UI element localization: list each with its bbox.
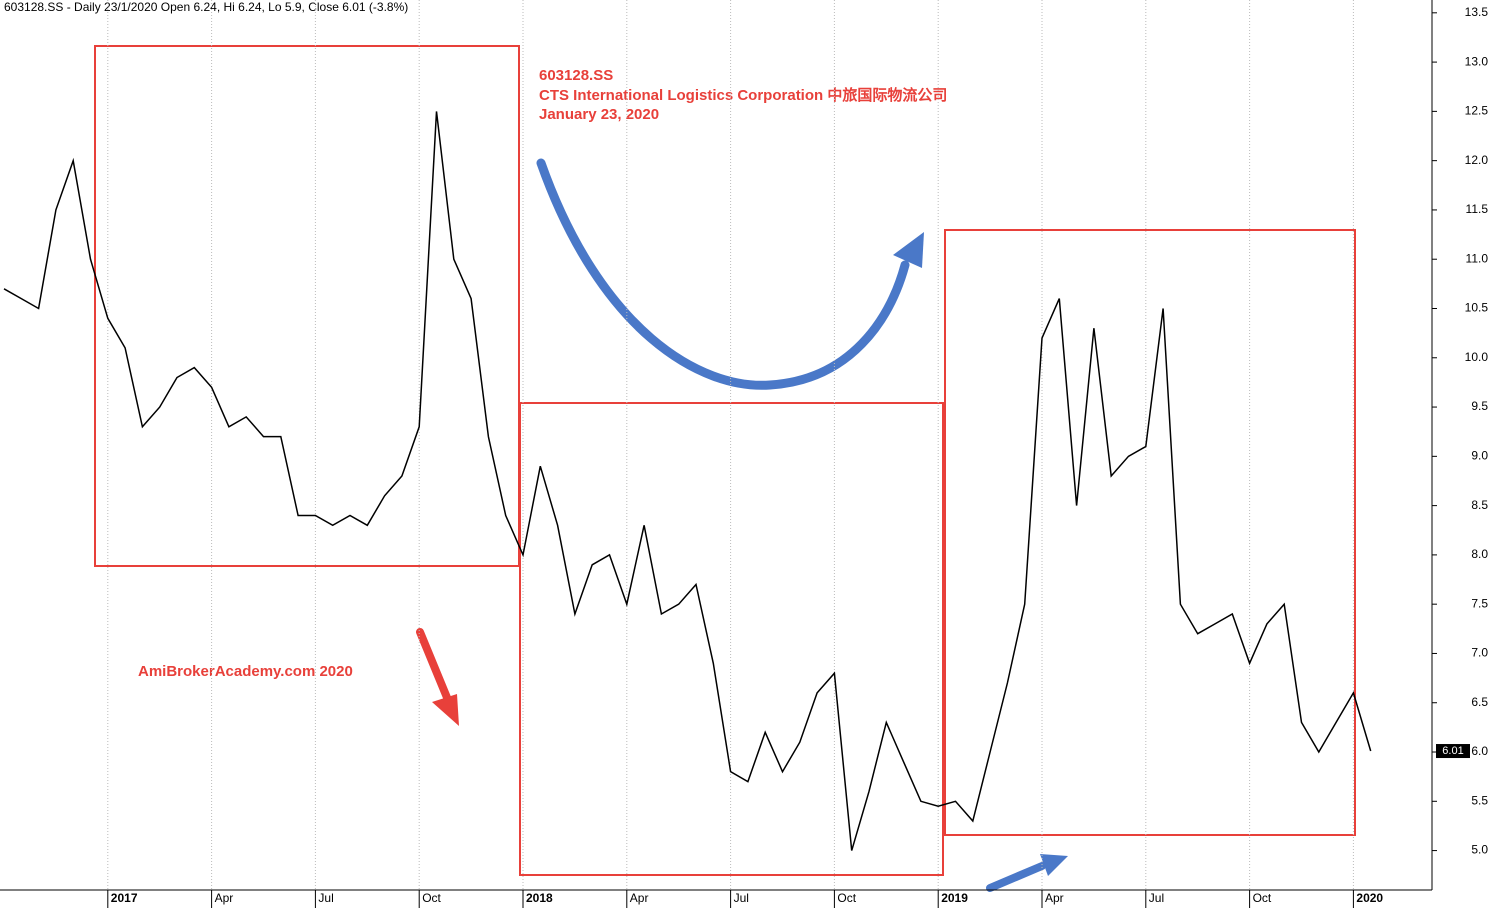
- y-tick-label: 10.0: [1465, 350, 1489, 364]
- y-tick-label: 6.5: [1471, 695, 1488, 709]
- highlight-box: [944, 229, 1356, 836]
- last-price-tag: [1436, 744, 1470, 759]
- y-tick-label: 12.5: [1465, 104, 1489, 118]
- y-tick-label: 6.0: [1471, 744, 1488, 758]
- x-tick-label: Oct: [422, 891, 441, 905]
- x-tick-label: Oct: [1253, 891, 1272, 905]
- x-tick-label: Apr: [215, 891, 234, 905]
- arrow: [416, 628, 452, 704]
- annotation: AmiBrokerAcademy.com 2020: [138, 663, 353, 680]
- arrowhead: [893, 232, 924, 268]
- y-tick-label: 9.5: [1471, 399, 1488, 413]
- arrow: [986, 862, 1046, 892]
- y-tick-label: 7.0: [1471, 646, 1488, 660]
- y-tick-label: 13.0: [1465, 54, 1489, 68]
- y-tick-label: 11.0: [1466, 251, 1489, 265]
- y-tick-label: 7.5: [1471, 596, 1488, 610]
- y-tick-label: 5.0: [1471, 843, 1488, 857]
- x-tick-label: 2019: [941, 891, 968, 905]
- y-tick-label: 13.5: [1465, 5, 1489, 19]
- y-tick-label: 12.0: [1465, 153, 1489, 167]
- y-tick-label: 10.5: [1465, 301, 1489, 315]
- x-tick-label: Jul: [734, 891, 749, 905]
- last-price-label: 6.01: [1442, 745, 1463, 757]
- x-tick-label: Apr: [630, 891, 649, 905]
- x-tick-label: 2020: [1356, 891, 1383, 905]
- y-tick-label: 11.5: [1466, 202, 1489, 216]
- y-tick-label: 5.5: [1471, 793, 1488, 807]
- highlight-box: [519, 402, 944, 876]
- annotation: CTS International Logistics Corporation …: [539, 86, 947, 104]
- arrowhead: [432, 694, 459, 726]
- x-tick-label: 2017: [111, 891, 138, 905]
- annotation: 603128.SS: [539, 67, 613, 84]
- chart-title: 603128.SS - Daily 23/1/2020 Open 6.24, H…: [4, 0, 408, 14]
- x-tick-label: 2018: [526, 891, 553, 905]
- y-tick-label: 8.5: [1471, 498, 1488, 512]
- arrowhead: [1040, 854, 1068, 876]
- arrows: [416, 158, 1068, 892]
- arrow: [536, 158, 910, 390]
- price-line: [3, 111, 1372, 851]
- y-tick-label: 8.0: [1471, 547, 1488, 561]
- y-tick-label: 9.0: [1471, 449, 1488, 463]
- highlight-box: [94, 45, 520, 567]
- x-tick-label: Oct: [837, 891, 856, 905]
- x-tick-label: Jul: [318, 891, 333, 905]
- annotation: January 23, 2020: [539, 106, 659, 123]
- x-tick-label: Apr: [1045, 891, 1064, 905]
- x-tick-label: Jul: [1149, 891, 1164, 905]
